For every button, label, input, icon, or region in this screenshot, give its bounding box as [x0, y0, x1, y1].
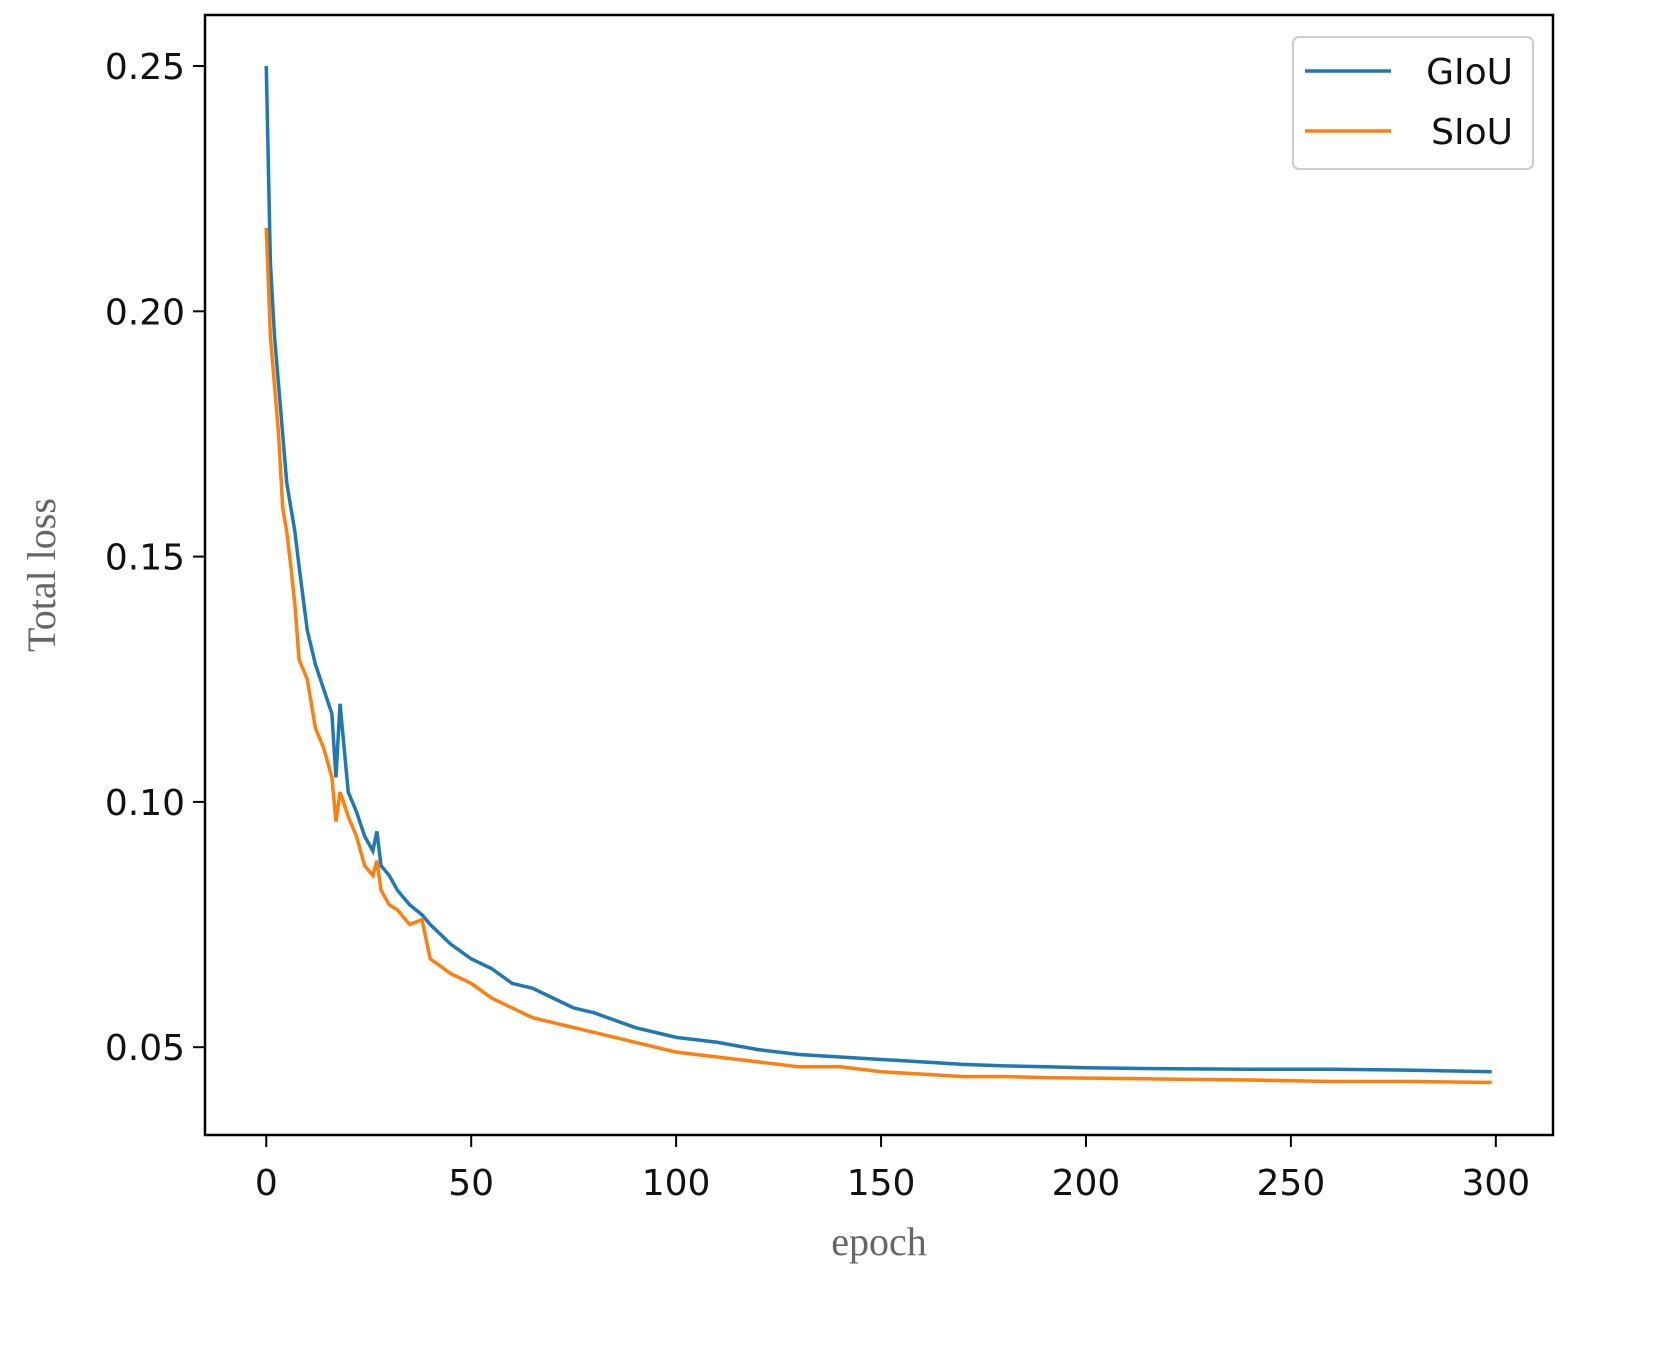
- x-tick-label: 150: [847, 1163, 916, 1204]
- x-tick-label: 250: [1257, 1163, 1326, 1204]
- y-tick-label: 0.25: [105, 47, 185, 88]
- y-tick-label: 0.10: [105, 783, 185, 824]
- x-tick-label: 300: [1461, 1163, 1530, 1204]
- y-tick-label: 0.05: [105, 1028, 185, 1069]
- plot-frame: [203, 13, 1555, 1137]
- x-tick-label: 50: [448, 1163, 494, 1204]
- legend-label: SIoU: [1431, 112, 1513, 153]
- series-line: [264, 227, 1492, 1085]
- x-tick-label: 200: [1052, 1163, 1121, 1204]
- y-axis-label: Total loss: [19, 498, 64, 652]
- y-tick-label: 0.20: [105, 292, 185, 333]
- y-tick-label: 0.15: [105, 538, 185, 579]
- x-axis-label: epoch: [831, 1219, 927, 1264]
- x-tick-label: 100: [642, 1163, 711, 1204]
- series-line: [264, 65, 1492, 1074]
- legend-label: GIoU: [1426, 52, 1513, 93]
- x-tick-label: 0: [255, 1163, 278, 1204]
